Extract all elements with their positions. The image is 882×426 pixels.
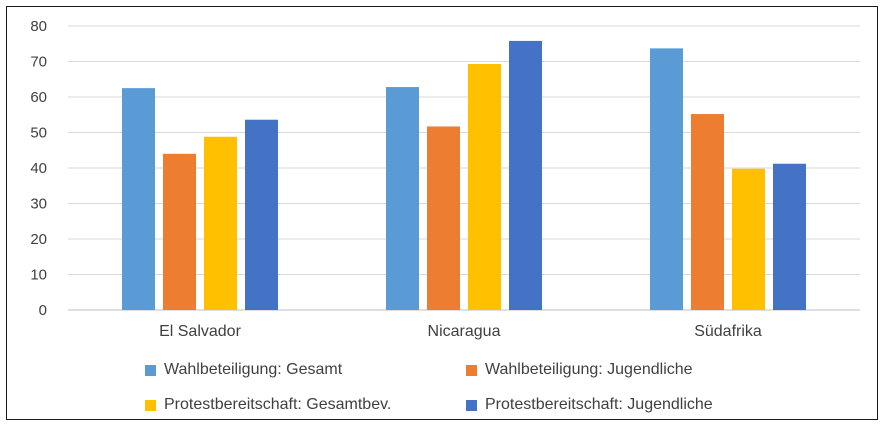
bar-1-1 [122, 88, 155, 310]
y-tick-label: 20 [30, 231, 47, 248]
x-tick-label: Südafrika [694, 323, 762, 340]
bar-4-3 [773, 163, 806, 310]
y-tick-label: 30 [30, 196, 47, 213]
bar-3-3 [732, 168, 765, 310]
x-tick-label: El Salvador [159, 323, 241, 340]
y-tick-label: 60 [30, 89, 47, 106]
y-tick-label: 70 [30, 54, 47, 71]
bar-4-2 [509, 40, 542, 310]
y-tick-label: 80 [30, 18, 47, 35]
x-tick-label: Nicaragua [428, 323, 501, 340]
bar-3-2 [468, 63, 501, 310]
bar-1-3 [650, 48, 683, 311]
y-tick-label: 10 [30, 267, 47, 284]
y-tick-label: 40 [30, 160, 47, 177]
bar-2-3 [691, 114, 724, 310]
bar-4-1 [245, 119, 278, 310]
y-tick-label: 0 [39, 302, 47, 319]
bar-2-2 [427, 126, 460, 310]
bar-2-1 [163, 153, 196, 310]
bar-1-2 [386, 87, 419, 310]
y-tick-label: 50 [30, 125, 47, 142]
bar-3-1 [204, 136, 237, 310]
